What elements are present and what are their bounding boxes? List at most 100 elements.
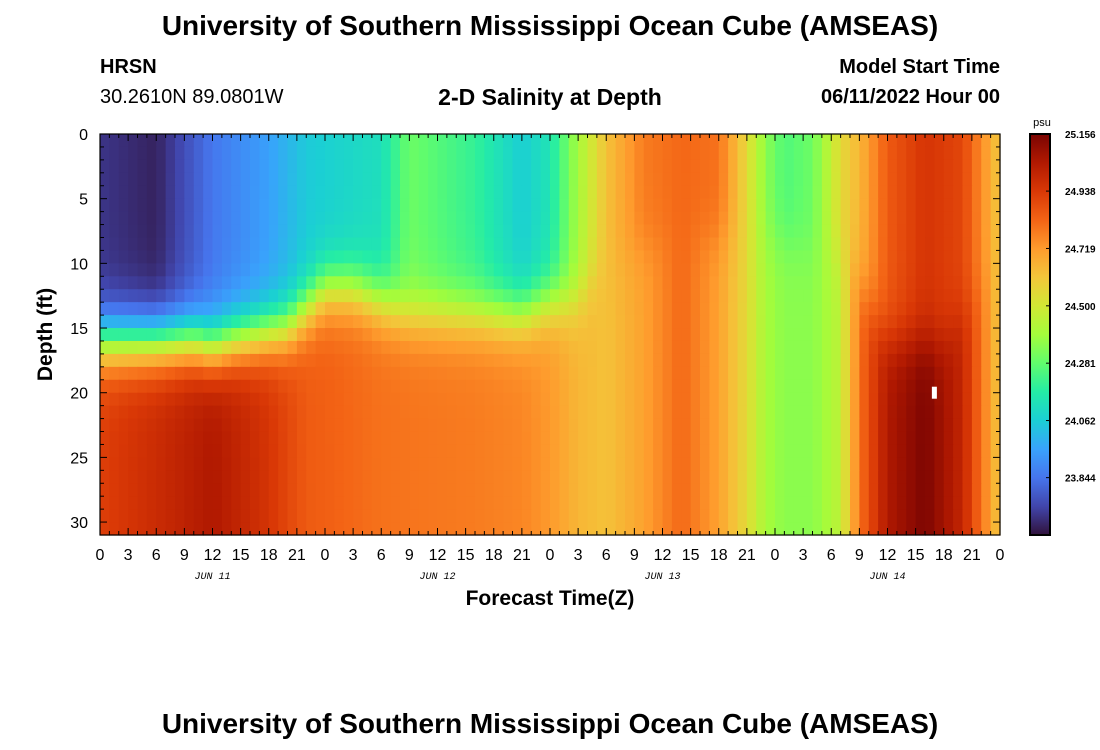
heatmap-cell <box>371 250 382 264</box>
heatmap-cell <box>925 444 935 458</box>
x-tick-label: 3 <box>574 547 583 564</box>
heatmap-cell <box>821 134 832 148</box>
heatmap-cell <box>981 276 992 290</box>
heatmap-cell <box>184 379 195 394</box>
heatmap-cell <box>381 185 392 200</box>
heatmap-cell <box>428 159 439 174</box>
heatmap-cell <box>971 392 982 407</box>
heatmap-cell <box>531 431 542 446</box>
heatmap-cell <box>531 224 542 239</box>
heatmap-cell <box>746 457 757 471</box>
heatmap-cell <box>915 431 926 446</box>
heatmap-cell <box>250 289 260 303</box>
heatmap-cell <box>100 457 110 471</box>
heatmap-cell <box>334 198 345 213</box>
heatmap-cell <box>100 276 110 290</box>
heatmap-cell <box>737 289 748 303</box>
heatmap-cell <box>878 237 889 252</box>
heatmap-cell <box>325 263 335 277</box>
heatmap-cell <box>512 146 523 161</box>
heatmap-cell <box>859 237 870 252</box>
heatmap-cell <box>953 392 964 407</box>
heatmap-cell <box>212 483 223 497</box>
heatmap-cell <box>540 509 551 523</box>
heatmap-cell <box>568 159 579 174</box>
heatmap-cell <box>503 509 514 523</box>
heatmap-cell <box>400 211 410 226</box>
heatmap-cell <box>906 237 917 252</box>
heatmap-cell <box>615 457 626 471</box>
day-label: JUN 11 <box>194 572 230 583</box>
heatmap-cell <box>896 185 907 200</box>
heatmap-cell <box>634 522 645 536</box>
heatmap-cell <box>400 185 410 200</box>
heatmap-cell <box>184 237 195 252</box>
heatmap-cell <box>371 431 382 446</box>
heatmap-cell <box>634 134 645 148</box>
heatmap-cell <box>193 470 204 484</box>
heatmap-cell <box>156 250 167 264</box>
heatmap-cell <box>343 237 354 252</box>
heatmap-cell <box>981 431 992 446</box>
heatmap-cell <box>756 457 767 471</box>
heatmap-cell <box>756 353 767 368</box>
heatmap-cell <box>915 496 926 510</box>
heatmap-cell <box>165 483 176 497</box>
heatmap-cell <box>784 134 795 148</box>
heatmap-cell <box>812 172 823 187</box>
heatmap-cell <box>165 302 176 316</box>
heatmap-cell <box>728 328 739 342</box>
heatmap-cell <box>212 146 223 161</box>
x-tick-label: 15 <box>232 547 250 564</box>
heatmap-cell <box>465 224 476 239</box>
heatmap-cell <box>212 444 223 458</box>
heatmap-cell <box>634 185 645 200</box>
heatmap-cell <box>325 146 335 161</box>
heatmap-cell <box>203 276 214 290</box>
heatmap-cell <box>775 289 785 303</box>
heatmap-cell <box>775 250 785 264</box>
heatmap-cell <box>906 315 917 329</box>
heatmap-cell <box>887 509 898 523</box>
heatmap-cell <box>550 522 560 536</box>
heatmap-cell <box>446 328 457 342</box>
heatmap-cell <box>559 276 570 290</box>
heatmap-cell <box>325 211 335 226</box>
heatmap-cell <box>428 366 439 381</box>
heatmap-cell <box>315 159 326 174</box>
heatmap-cell <box>296 366 307 381</box>
heatmap-cell <box>765 444 776 458</box>
heatmap-cell <box>615 159 626 174</box>
heatmap-cell <box>625 263 635 277</box>
heatmap-cell <box>718 224 729 239</box>
heatmap-cell <box>934 509 945 523</box>
heatmap-cell <box>128 392 139 407</box>
heatmap-cell <box>831 431 842 446</box>
heatmap-cell <box>728 379 739 394</box>
heatmap-cell <box>943 315 954 329</box>
heatmap-cell <box>596 353 607 368</box>
heatmap-cell <box>953 250 964 264</box>
heatmap-cell <box>193 392 204 407</box>
heatmap-cell <box>840 172 851 187</box>
heatmap-cell <box>896 263 907 277</box>
heatmap-cell <box>390 159 401 174</box>
heatmap-cell <box>221 146 232 161</box>
heatmap-cell <box>765 224 776 239</box>
heatmap-cell <box>615 392 626 407</box>
colorbar-tick-label: 24.719 <box>1065 244 1096 255</box>
heatmap-cell <box>512 379 523 394</box>
heatmap-cell <box>203 302 214 316</box>
heatmap-cell <box>737 444 748 458</box>
heatmap-cell <box>634 328 645 342</box>
heatmap-cell <box>165 289 176 303</box>
heatmap-cell <box>371 509 382 523</box>
heatmap-cell <box>990 315 1001 329</box>
heatmap-cell <box>446 340 457 355</box>
heatmap-cell <box>690 172 701 187</box>
heatmap-cell <box>353 172 364 187</box>
heatmap-cell <box>146 172 157 187</box>
heatmap-cell <box>371 172 382 187</box>
heatmap-cell <box>906 328 917 342</box>
heatmap-cell <box>559 289 570 303</box>
